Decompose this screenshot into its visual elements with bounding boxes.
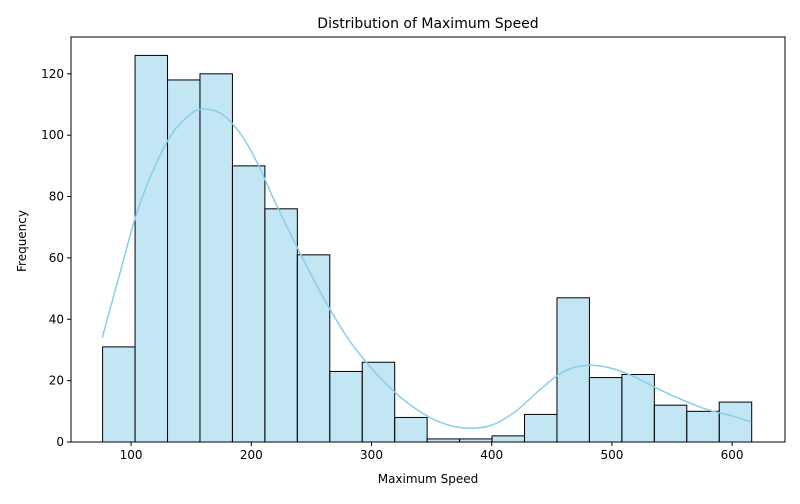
x-tick-label: 500 xyxy=(600,448,623,462)
histogram-bar-0 xyxy=(102,346,136,443)
y-tick-label: 80 xyxy=(49,190,64,204)
x-tick-label: 100 xyxy=(120,448,143,462)
histogram-bar-13 xyxy=(524,413,558,443)
y-tick-label: 40 xyxy=(49,312,64,326)
histogram-bar-5 xyxy=(264,208,298,443)
kde-density-curve xyxy=(101,108,752,429)
chart-title: Distribution of Maximum Speed xyxy=(317,16,538,32)
histogram-bar-2 xyxy=(167,79,201,443)
histogram-bar-8 xyxy=(361,361,396,443)
histogram-bar-7 xyxy=(329,370,363,443)
histogram-bar-6 xyxy=(296,254,331,443)
histogram-bar-3 xyxy=(199,73,233,443)
histogram-bar-19 xyxy=(718,401,753,443)
histogram-bar-9 xyxy=(394,416,428,443)
x-tick-label: 600 xyxy=(721,448,744,462)
y-tick-label: 0 xyxy=(56,435,64,449)
y-axis-ticks: 0 20 40 60 80 100 120 xyxy=(41,67,71,449)
x-tick-label: 200 xyxy=(240,448,263,462)
y-tick-label: 60 xyxy=(49,251,64,265)
histogram-bar-15 xyxy=(588,377,623,443)
plot-frame xyxy=(70,36,786,443)
histogram-bar-1 xyxy=(134,54,169,443)
histogram-bars xyxy=(102,54,753,443)
y-tick-label: 100 xyxy=(41,128,64,142)
y-tick-label: 20 xyxy=(49,374,64,388)
histogram-bar-14 xyxy=(556,297,590,443)
x-tick-label: 300 xyxy=(360,448,383,462)
histogram-bar-4 xyxy=(231,165,266,443)
x-axis-label: Maximum Speed xyxy=(378,472,479,486)
histogram-bar-12 xyxy=(491,435,526,443)
y-tick-label: 120 xyxy=(41,67,64,81)
histogram-bar-18 xyxy=(686,410,720,443)
x-tick-label: 400 xyxy=(480,448,503,462)
y-axis-label: Frequency xyxy=(15,210,29,272)
histogram-bar-17 xyxy=(653,404,688,443)
x-axis-ticks: 100 200 300 400 500 600 xyxy=(120,442,744,462)
